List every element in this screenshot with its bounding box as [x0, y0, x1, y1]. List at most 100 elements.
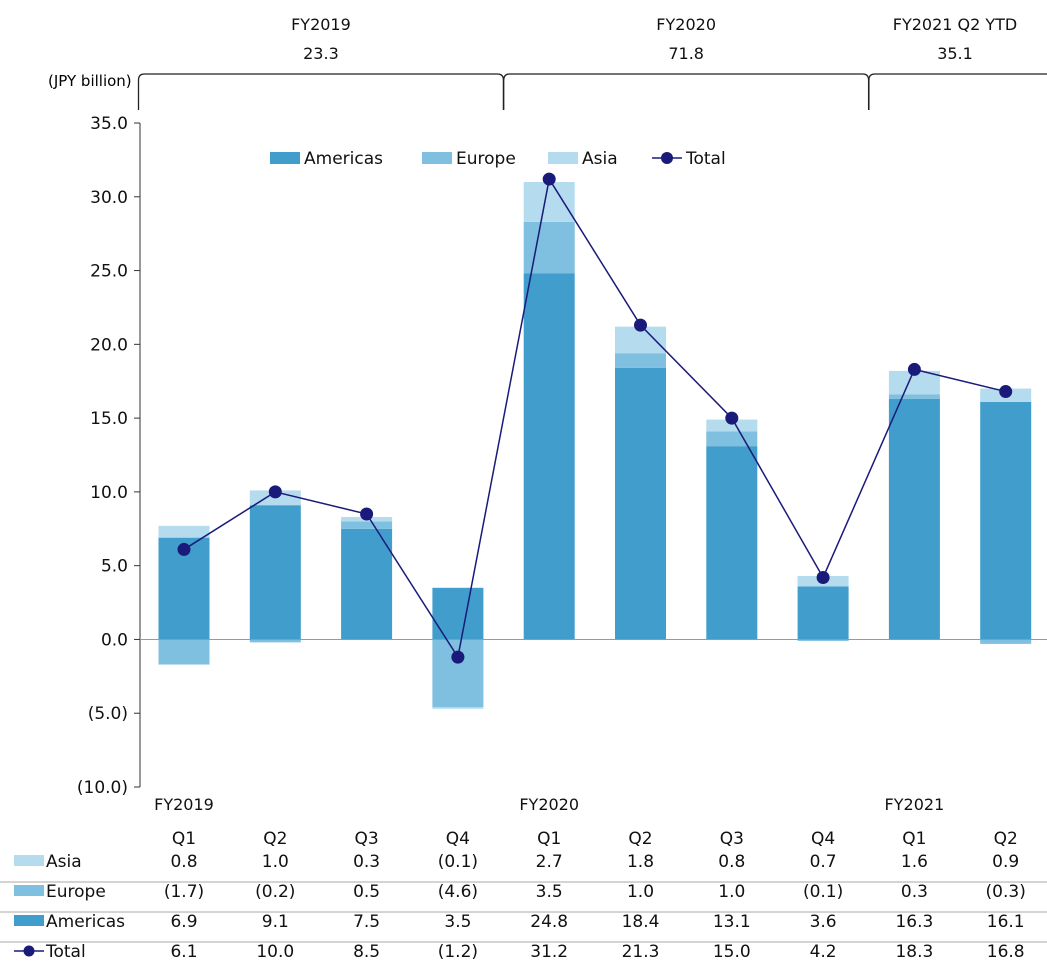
table-cell: 0.8 [170, 852, 197, 872]
table-cell: 0.5 [353, 882, 380, 902]
table-row-label: Asia [46, 852, 82, 872]
bar-asia [523, 182, 575, 222]
x-quarter-label: Q4 [811, 829, 835, 849]
period-label: FY2020 [656, 15, 716, 34]
table-row-label: Europe [46, 882, 106, 902]
table-cell: (1.2) [438, 942, 478, 962]
table-cell: 16.8 [987, 942, 1025, 962]
y-tick-label: 0.0 [101, 630, 128, 650]
total-marker [634, 318, 647, 332]
legend-label-europe: Europe [456, 149, 516, 169]
unit-label: (JPY billion) [48, 72, 132, 90]
total-marker [816, 570, 830, 584]
x-year-label: FY2020 [519, 795, 579, 814]
total-marker [907, 362, 921, 376]
x-quarter-label: Q4 [446, 829, 470, 849]
x-year-label: FY2019 [154, 795, 214, 814]
bar-americas [615, 367, 666, 640]
table-cell: 7.5 [353, 912, 380, 932]
bar-europe [523, 221, 575, 274]
table-cell: 1.8 [627, 852, 654, 872]
bar-asia [432, 707, 484, 709]
table-cell: 1.0 [718, 882, 745, 902]
table-cell: (0.1) [438, 852, 478, 872]
legend: Americas Europe Asia Total [270, 149, 726, 169]
x-quarter-label: Q1 [537, 829, 561, 849]
period-total: 71.8 [668, 44, 704, 63]
table-cell: 2.7 [536, 852, 563, 872]
y-tick-label: 20.0 [90, 335, 128, 355]
table-cell: (1.7) [164, 882, 204, 902]
legend-swatch-europe [422, 152, 452, 164]
period-groups: FY2019 23.3 FY2020 71.8 FY2021 Q2 YTD 35.1 [137, 15, 1047, 110]
bar-europe [249, 639, 301, 643]
y-tick-label: 25.0 [90, 262, 128, 282]
y-tick-label: (5.0) [88, 704, 128, 724]
y-tick-label: (10.0) [77, 778, 128, 798]
x-axis-labels: FY2019 FY2020 FY2021 Q1 Q2 Q3 Q4 Q1 Q2 Q3 Q4 Q1 Q2 [154, 795, 1018, 849]
period-total: 23.3 [303, 44, 339, 63]
bar-americas [888, 398, 940, 640]
bar-europe [615, 353, 666, 368]
table-cell: 1.0 [627, 882, 654, 902]
x-quarter-label: Q3 [354, 829, 378, 849]
table-cell: 3.5 [444, 912, 471, 932]
table-cell: 0.7 [810, 852, 837, 872]
y-tick-label: 35.0 [90, 114, 128, 134]
x-quarter-label: Q1 [172, 829, 196, 849]
period-bracket [137, 73, 505, 110]
bar-europe [706, 431, 758, 447]
x-quarter-label: Q2 [994, 829, 1018, 849]
table-cell: 1.6 [901, 852, 928, 872]
table-swatch-americas [14, 915, 44, 926]
table-cell: (0.1) [803, 882, 843, 902]
table-cell: 31.2 [530, 942, 568, 962]
table-cell: 16.3 [895, 912, 933, 932]
bar-europe [158, 639, 210, 665]
total-marker [268, 485, 282, 499]
total-marker [725, 411, 739, 425]
legend-label-total: Total [685, 149, 726, 169]
table-cell: 16.1 [987, 912, 1025, 932]
bar-americas [432, 587, 484, 640]
table-cell: 8.5 [353, 942, 380, 962]
x-quarter-label: Q2 [628, 829, 652, 849]
total-marker [451, 650, 465, 664]
bar-europe [432, 639, 484, 708]
table-swatch-marker [23, 945, 35, 957]
table-cell: 0.8 [718, 852, 745, 872]
legend-swatch-asia [548, 152, 578, 164]
bar-americas [341, 528, 393, 640]
bar-americas [980, 401, 1032, 640]
table-cell: 24.8 [530, 912, 568, 932]
table-cell: (4.6) [438, 882, 478, 902]
period-label: FY2019 [291, 15, 351, 34]
period-label: FY2021 Q2 YTD [893, 15, 1018, 34]
table-cell: 3.5 [536, 882, 563, 902]
total-line-path [183, 177, 1006, 660]
legend-label-americas: Americas [304, 149, 383, 169]
total-marker [999, 385, 1013, 399]
table-cell: 6.1 [170, 942, 197, 962]
y-axis: 35.0 30.0 25.0 20.0 15.0 10.0 5.0 0.0 (5.0) (10.0… [77, 114, 141, 798]
x-quarter-label: Q3 [720, 829, 744, 849]
table-cell: 6.9 [170, 912, 197, 932]
table-swatch-europe [14, 885, 44, 896]
x-quarter-label: Q2 [263, 829, 287, 849]
total-marker [542, 172, 556, 186]
bar-europe [888, 394, 940, 399]
table-row-label: Americas [46, 912, 125, 932]
total-marker [360, 507, 374, 521]
table-cell: (0.2) [255, 882, 295, 902]
legend-swatch-americas [270, 152, 300, 164]
legend-swatch-marker [661, 152, 673, 164]
table-cell: 9.1 [262, 912, 289, 932]
legend-label-asia: Asia [582, 149, 618, 169]
table-cell: 13.1 [713, 912, 751, 932]
total-line [177, 172, 1013, 664]
table-cell: 3.6 [810, 912, 837, 932]
x-quarter-label: Q1 [902, 829, 926, 849]
y-tick-label: 10.0 [90, 483, 128, 503]
table-cell: 15.0 [713, 942, 751, 962]
